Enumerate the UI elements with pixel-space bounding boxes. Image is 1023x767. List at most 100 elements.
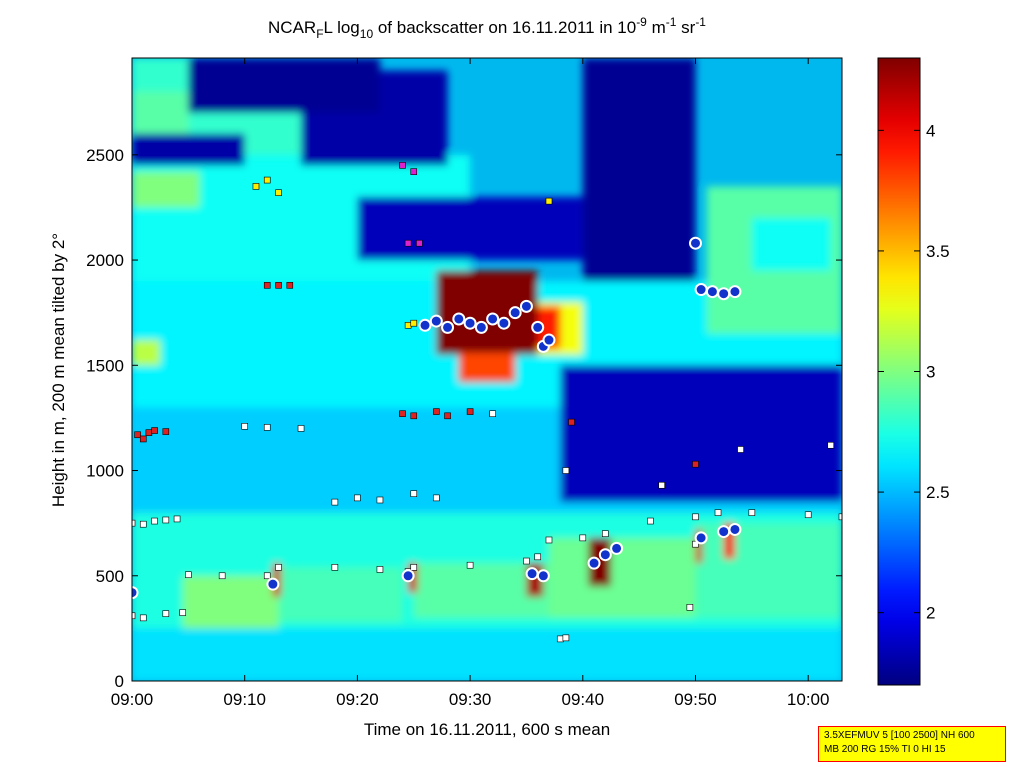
layer-square-marker [523, 557, 530, 565]
layer-square-marker [139, 435, 147, 443]
layer-square-marker [275, 564, 282, 571]
x-tick-label: 10:00 [787, 690, 830, 709]
layer-square-marker [173, 515, 181, 523]
layer-square-marker [404, 239, 412, 247]
y-tick-label: 2500 [86, 146, 124, 165]
cloud-circle-marker [694, 283, 708, 297]
layer-square-marker [151, 427, 158, 434]
layer-square-marker [602, 530, 609, 537]
title-part: NCAR [268, 18, 316, 37]
settings-info-box: 3.5XEFMUV 5 [100 2500] NH 600 MB 200 RG … [818, 726, 1006, 762]
cloud-circle-marker [717, 287, 731, 301]
cloud-circle-marker [474, 320, 488, 334]
layer-square-marker [275, 282, 282, 289]
backscatter-region [132, 91, 189, 134]
layer-square-marker [162, 610, 170, 617]
layer-square-marker [534, 553, 542, 561]
cloud-circle-marker [536, 569, 550, 583]
title-part: -1 [695, 15, 706, 29]
layer-square-marker [139, 614, 147, 622]
y-tick-label: 0 [115, 672, 124, 691]
backscatter-region [132, 628, 842, 681]
layer-square-marker [404, 322, 412, 329]
backscatter-region [560, 365, 842, 503]
plot-frame [131, 57, 843, 682]
colorbar-gradient [878, 58, 920, 685]
layer-square-marker [579, 534, 587, 542]
y-axis: 0 500 1000 1500 2000 2500 [86, 146, 842, 691]
colorbar-tick-label: 2 [926, 604, 935, 623]
layer-square-marker [432, 494, 440, 502]
title-part: of backscatter on 16.11.2011 in 10 [373, 18, 636, 37]
layer-square-marker [354, 494, 361, 502]
layer-square-marker [331, 498, 339, 506]
layer-square-marker [151, 517, 158, 525]
x-axis: 09:00 09:10 09:20 09:30 09:40 09:50 10:00 [111, 58, 830, 709]
layer-square-marker [432, 408, 440, 415]
x-tick-label: 09:40 [562, 690, 605, 709]
y-axis-label: Height in m, 200 m mean tilted by 2° [49, 233, 68, 507]
backscatter-region [751, 217, 831, 271]
cloud-circle-marker [497, 316, 511, 330]
title-part: -9 [636, 15, 647, 29]
layer-square-marker [692, 540, 699, 548]
layer-square-marker [241, 423, 248, 430]
backscatter-region [188, 58, 380, 113]
layer-square-marker [568, 418, 575, 426]
layer-square-marker [489, 410, 496, 417]
backscatter-region [357, 196, 583, 261]
backscatter-region [278, 567, 403, 623]
cloud-circle-marker [463, 316, 477, 330]
title-part: L log [324, 18, 360, 37]
cloud-circle-marker [587, 556, 601, 570]
layer-square-marker [410, 490, 418, 497]
layer-square-marker [132, 612, 136, 620]
layer-square-marker [647, 517, 654, 525]
backscatter-region [695, 529, 703, 564]
backscatter-region [182, 575, 279, 629]
backscatter-region [132, 171, 200, 208]
cloud-circle-marker [508, 306, 522, 320]
layer-square-marker [466, 408, 474, 415]
cloud-circle-marker [486, 312, 500, 326]
layer-square-marker [218, 572, 226, 580]
backscatter-region [436, 270, 538, 355]
layer-square-marker [139, 520, 147, 528]
layer-square-marker [692, 513, 699, 521]
layer-square-marker [466, 561, 474, 569]
cloud-circle-marker [401, 569, 415, 583]
colorbar-tick-label: 3.5 [926, 242, 950, 261]
layer-square-marker [658, 481, 665, 489]
cloud-circle-marker [441, 320, 455, 334]
info-line-1: 3.5XEFMUV 5 [100 2500] NH 600 [824, 730, 975, 741]
x-tick-label: 09:50 [674, 690, 717, 709]
layer-square-marker [556, 635, 564, 643]
backscatter-region [458, 352, 516, 383]
layer-square-marker [714, 509, 722, 516]
markers [132, 162, 842, 643]
layer-square-marker [692, 460, 699, 468]
x-tick-label: 09:10 [223, 690, 266, 709]
cloud-circle-marker [598, 548, 612, 562]
layer-square-marker [185, 571, 192, 579]
cloud-circle-marker [694, 531, 708, 545]
cloud-circle-marker [688, 236, 702, 250]
layer-square-marker [275, 189, 282, 197]
layer-square-marker [737, 446, 744, 453]
backscatter-region [723, 523, 735, 559]
x-tick-label: 09:30 [449, 690, 492, 709]
layer-square-marker [562, 634, 570, 642]
title-part: sr [676, 18, 695, 37]
info-line-2: MB 200 RG 15% TI 0 HI 15 [824, 744, 946, 755]
chart-title: NCARFL log10 of backscatter on 16.11.201… [268, 15, 706, 41]
x-axis-label: Time on 16.11.2011, 600 s mean [364, 720, 610, 739]
layer-square-marker [444, 412, 451, 420]
cloud-circle-marker [525, 567, 539, 581]
x-tick-label: 09:20 [336, 690, 379, 709]
layer-square-marker [410, 319, 418, 327]
title-part: -1 [666, 15, 677, 29]
cloud-circle-marker [610, 541, 624, 555]
layer-square-marker [545, 536, 553, 544]
layer-square-marker [263, 572, 271, 580]
